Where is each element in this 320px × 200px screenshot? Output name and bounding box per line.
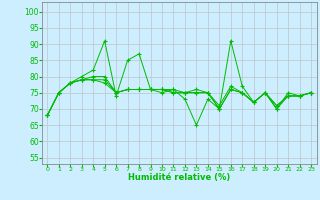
X-axis label: Humidité relative (%): Humidité relative (%) (128, 173, 230, 182)
